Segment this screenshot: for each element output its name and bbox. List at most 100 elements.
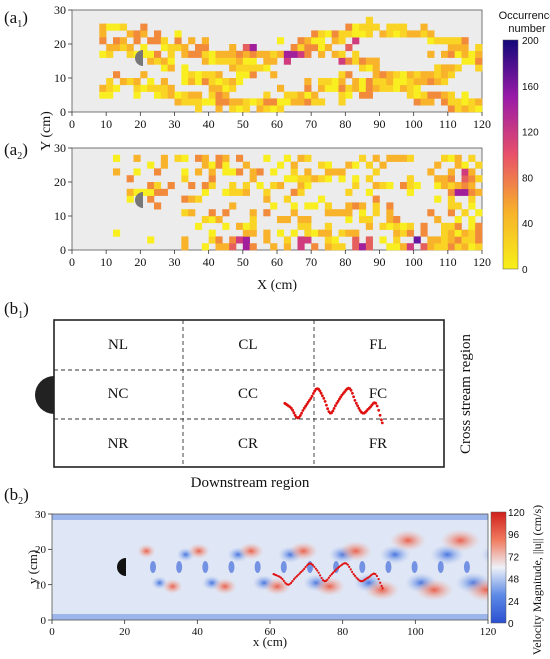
heatmap-cell (270, 202, 278, 210)
heatmap-cell (297, 44, 305, 52)
heatmap-cell (195, 44, 203, 52)
a1-x-tick-label: 110 (439, 117, 457, 131)
heatmap-cell (154, 84, 162, 92)
velocity-colorbar-tick-label: 0 (508, 619, 514, 630)
trajectory-point-b1 (332, 407, 336, 410)
heatmap-cell (468, 98, 476, 106)
heatmap-cell (147, 84, 155, 92)
trajectory-point-b2 (292, 578, 296, 581)
heatmap-cell (324, 175, 332, 183)
b2-x-tick-label: 40 (192, 626, 204, 638)
heatmap-cell (270, 98, 278, 106)
heatmap-cell (413, 182, 421, 190)
heatmap-cell (297, 222, 305, 230)
heatmap-cell (297, 236, 305, 244)
heatmap-cell (365, 84, 373, 92)
vortex-high (162, 579, 183, 594)
heatmap-cell (406, 91, 414, 99)
heatmap-cell (468, 243, 476, 251)
heatmap-cell (113, 168, 121, 176)
a2-x-tick-label: 20 (134, 255, 146, 269)
heatmap-cell (365, 243, 373, 251)
heatmap-cell (393, 30, 401, 38)
a2-x-tick-label: 120 (473, 255, 491, 269)
occurrence-colorbar: Occurrence number 0 40 80 120 160 200 (499, 10, 550, 276)
heatmap-cell (249, 71, 257, 79)
heatmap-cell (447, 168, 455, 176)
heatmap-cell (147, 57, 155, 65)
heatmap-cell (201, 71, 209, 79)
region-FR: FR (369, 436, 387, 452)
vortex-high (364, 579, 400, 601)
heatmap-cell (215, 50, 223, 58)
trajectory-point-b1 (354, 401, 358, 405)
trajectory-point-b2 (349, 568, 352, 571)
heatmap-cell (195, 168, 203, 176)
heatmap-cell (283, 91, 291, 99)
heatmap-cell (242, 105, 250, 113)
heatmap-cell (140, 30, 148, 38)
heatmap-cell (167, 50, 175, 58)
heatmap-cell (229, 84, 237, 92)
heatmap-cell (454, 154, 462, 162)
heatmap-cell (126, 78, 134, 86)
heatmap-cell (236, 71, 244, 79)
heatmap-cell (208, 98, 216, 106)
trajectory-point-b1 (312, 392, 315, 395)
trajectory-point-b1 (349, 389, 353, 392)
trajectory-point-b2 (345, 562, 348, 565)
heatmap-cell (160, 91, 168, 99)
heatmap-cell (277, 229, 285, 237)
heatmap-cell (208, 209, 216, 217)
heatmap-cell (188, 37, 196, 45)
heatmap-cell (222, 161, 230, 169)
heatmap-cell (468, 57, 476, 65)
heatmap-cell (215, 84, 223, 92)
heatmap-cell (468, 222, 476, 230)
heatmap-cell (447, 154, 455, 162)
heatmap-cell (338, 209, 346, 217)
heatmap-cell (263, 236, 271, 244)
heatmap-cell (126, 44, 134, 52)
heatmap-cell (167, 91, 175, 99)
heatmap-cell (99, 30, 107, 38)
trajectory-point-b1 (291, 408, 294, 412)
trajectory-point-b1 (326, 407, 329, 411)
heatmap-cell (229, 105, 237, 113)
heatmap-cell (229, 168, 237, 176)
heatmap-cell (201, 98, 209, 106)
heatmap-cell (413, 30, 421, 38)
heatmap-cell (249, 64, 257, 72)
heatmap-cell (441, 37, 449, 45)
heatmap-cell (441, 64, 449, 72)
heatmap-cell (297, 188, 305, 196)
heatmap-cell (406, 154, 414, 162)
heatmap-cell (400, 182, 408, 190)
heatmap-cell (420, 71, 428, 79)
heatmap-cell (345, 23, 353, 31)
heatmap-cell (338, 168, 346, 176)
heatmap-cell (195, 222, 203, 230)
region-CC: CC (238, 386, 258, 402)
heatmap-cell (386, 209, 394, 217)
trajectory-point-b2 (329, 574, 332, 577)
wake-core (385, 561, 392, 573)
heatmap-cell (386, 71, 394, 79)
heatmap-cell (413, 84, 421, 92)
heatmap-cell (468, 105, 476, 113)
heatmap-cell (345, 57, 353, 65)
x-ticks-b2: 0 20 40 60 80 100 120 (49, 620, 497, 638)
heatmap-cell (468, 182, 476, 190)
heatmap-cell (113, 84, 121, 92)
a1-x-tick-label: 40 (203, 117, 215, 131)
heatmap-cell (352, 243, 360, 251)
heatmap-cell (441, 71, 449, 79)
velocity-colorbar-ticks: 0 24 48 72 96 120 (508, 508, 525, 630)
heatmap-cell (447, 182, 455, 190)
vortex-high (289, 542, 318, 561)
heatmap-cell (372, 57, 380, 65)
trajectory-point-b1 (325, 403, 328, 407)
heatmap-cell (461, 168, 469, 176)
y-ticks-b2: 0 10 20 30 (35, 509, 52, 627)
heatmap-cell (372, 23, 380, 31)
